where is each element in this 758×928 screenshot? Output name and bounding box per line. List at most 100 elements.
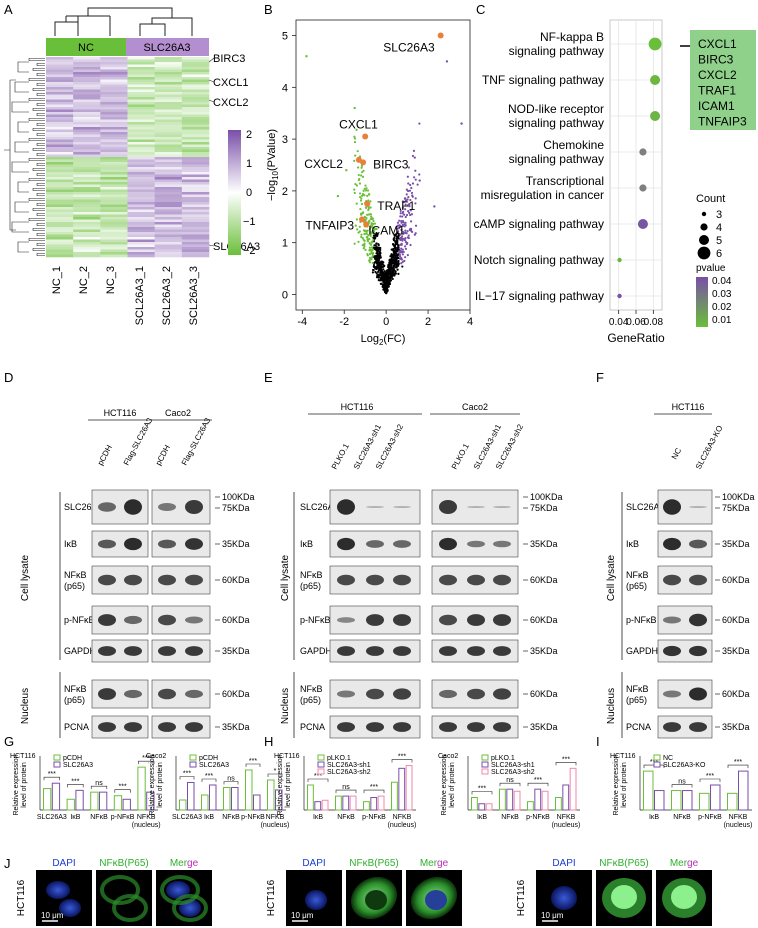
volcano-point <box>360 233 363 236</box>
bar-category: NFκB <box>673 814 691 821</box>
blot-band <box>366 688 384 700</box>
heatmap-cell <box>46 154 74 158</box>
volcano-point <box>401 265 404 268</box>
sig-bracket <box>471 791 493 795</box>
dendro-branch <box>28 77 45 82</box>
bar <box>363 801 370 811</box>
heatmap-cell <box>154 62 183 65</box>
heatmap-cell <box>73 122 101 125</box>
heatmap-cell <box>46 72 74 75</box>
cbar-tick: −2 <box>243 245 256 257</box>
sig-bracket <box>179 776 195 780</box>
volcano-point <box>363 245 366 248</box>
volcano-point <box>403 245 407 248</box>
blot-band <box>366 506 384 508</box>
volcano-point <box>354 224 357 227</box>
volcano-point <box>388 282 392 286</box>
volcano-point <box>372 232 375 235</box>
volcano-point <box>407 166 410 169</box>
volcano-point <box>368 249 371 252</box>
volcano-point <box>375 254 378 258</box>
bar <box>66 798 75 811</box>
kegg-dot <box>617 257 622 263</box>
legend-label: SLC26A3-sh1 <box>327 762 371 769</box>
sig-label: *** <box>706 773 714 780</box>
scale-label: 10 μm <box>291 911 314 920</box>
volcano-point <box>401 248 404 251</box>
heatmap-cell <box>73 114 101 118</box>
legend-swatch <box>653 754 661 761</box>
volcano-point <box>389 273 392 276</box>
blot-band <box>663 645 681 657</box>
heatmap-col-dendrogram <box>54 7 193 36</box>
cytoplasm-blob <box>100 875 140 905</box>
kegg-dot <box>639 148 647 156</box>
channel-label: NFκB(P65) <box>599 858 648 869</box>
dendro-branch <box>28 197 45 202</box>
size-label: 60KDa <box>222 575 250 585</box>
volcano-point <box>364 184 367 187</box>
volcano-xtick-label: 4 <box>467 316 473 328</box>
heatmap-cell <box>73 157 101 160</box>
heatmap-cell <box>154 202 183 205</box>
heatmap-cell <box>73 64 101 68</box>
sig-label: ns <box>506 777 514 784</box>
heatmap-cell <box>127 242 155 245</box>
volcano-point <box>396 235 399 239</box>
confocal-cell-label: HCT116 <box>16 879 27 916</box>
kegg-pathway-label: NF-kappa B <box>540 30 604 44</box>
bar-category: (nucleus) <box>261 822 290 829</box>
volcano-point <box>375 272 378 275</box>
volcano-highlight-label: TRAF1 <box>377 199 415 213</box>
volcano-point <box>375 227 378 231</box>
heatmap-cell <box>73 162 101 165</box>
legend-label: NC <box>663 755 673 762</box>
heatmap-cell <box>100 152 128 155</box>
panel-label-g: G <box>4 734 14 749</box>
blot-band <box>467 614 485 626</box>
bar-category: NFκB <box>337 814 355 821</box>
heatmap-cell <box>46 217 74 220</box>
heatmap-cell <box>73 174 101 178</box>
col-label-nc2: NC_2 <box>78 266 90 294</box>
heatmap-cell <box>46 174 74 178</box>
volcano-point <box>356 166 360 169</box>
heatmap-cell <box>127 207 155 210</box>
volcano-point <box>402 210 405 213</box>
heatmap-cell <box>181 112 210 115</box>
protein-label: (p65) <box>300 695 321 705</box>
blot-band <box>393 722 411 732</box>
volcano-point <box>411 230 414 234</box>
protein-label: PCNA <box>626 722 651 732</box>
count-legend-label: 4 <box>716 222 722 234</box>
volcano-point <box>358 192 362 195</box>
size-label: 35KDa <box>222 539 250 549</box>
volcano-point <box>404 229 407 232</box>
heatmap-cell <box>73 224 101 228</box>
heatmap-cell <box>100 67 128 70</box>
heatmap-cell <box>100 234 128 238</box>
kegg-gene: CXCL2 <box>698 68 737 82</box>
heatmap-cell <box>181 62 210 65</box>
volcano-point <box>360 235 363 239</box>
volcano-point <box>383 289 386 292</box>
volcano-point <box>406 189 410 193</box>
heatmap-cell <box>46 164 74 168</box>
volcano-point <box>354 154 357 157</box>
heatmap-cell <box>181 169 210 173</box>
volcano-point <box>408 205 411 208</box>
heatmap-cell <box>46 194 74 198</box>
heatmap-cell <box>73 142 101 145</box>
heatmap-cell <box>154 74 183 78</box>
heatmap-cell <box>100 124 128 128</box>
volcano-point <box>396 268 399 271</box>
volcano-point <box>401 206 404 210</box>
heatmap-cell <box>100 59 128 63</box>
bar-ylabel: level of protein <box>285 762 292 808</box>
volcano-point <box>398 219 401 222</box>
heatmap-cell <box>154 204 183 208</box>
legend-swatch <box>189 754 197 761</box>
volcano-point <box>372 263 376 267</box>
volcano-point <box>397 272 400 275</box>
